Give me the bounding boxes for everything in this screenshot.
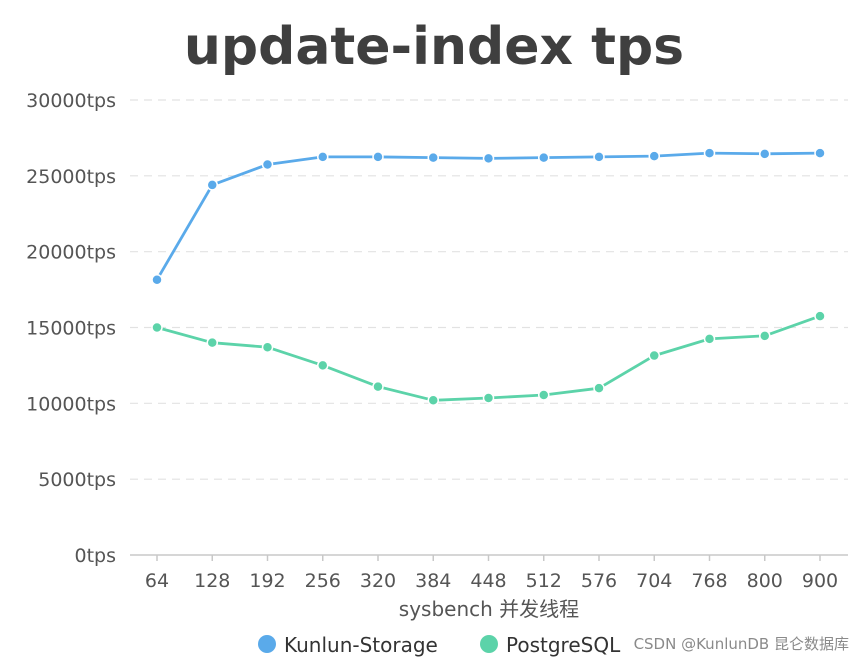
data-point xyxy=(427,151,439,164)
data-point xyxy=(427,394,439,407)
watermark: CSDN @KunlunDB 昆仑数据库 xyxy=(634,635,849,653)
x-tick-label: 576 xyxy=(581,570,617,592)
axes xyxy=(130,554,848,561)
data-point xyxy=(261,158,274,171)
x-tick-label: 128 xyxy=(194,570,230,592)
x-tick-label: 512 xyxy=(526,570,562,592)
legend-marker xyxy=(258,635,276,653)
x-tick-label: 64 xyxy=(145,570,169,592)
y-tick-label: 5000tps xyxy=(38,469,116,491)
legend-label: Kunlun-Storage xyxy=(284,633,438,657)
x-tick-label: 768 xyxy=(691,570,727,592)
x-tick-label: 256 xyxy=(305,570,341,592)
data-point xyxy=(814,147,826,159)
y-tick-label: 20000tps xyxy=(26,242,116,264)
legend-marker xyxy=(480,635,498,653)
x-tick-label: 800 xyxy=(747,570,783,592)
data-point xyxy=(206,336,218,349)
x-tick-label: 192 xyxy=(249,570,285,592)
data-point xyxy=(317,359,329,372)
data-point xyxy=(151,321,163,334)
x-tick-label: 704 xyxy=(636,570,672,592)
y-tick-label: 10000tps xyxy=(26,393,116,415)
data-point xyxy=(593,382,605,394)
chart-title: update-index tps xyxy=(184,17,684,77)
x-tick-label: 320 xyxy=(360,570,396,592)
data-point xyxy=(538,389,550,401)
data-point xyxy=(482,392,495,404)
y-tick-label: 15000tps xyxy=(26,318,116,340)
data-point xyxy=(317,151,329,163)
y-tick-label: 30000tps xyxy=(26,90,116,112)
data-point xyxy=(261,341,274,353)
y-tick-label: 25000tps xyxy=(26,166,116,188)
series-points xyxy=(151,147,826,407)
y-tick-label: 0tps xyxy=(75,545,117,567)
data-point xyxy=(206,179,218,191)
data-point xyxy=(538,151,550,164)
x-axis-label: sysbench 并发线程 xyxy=(399,597,579,621)
data-point xyxy=(703,333,716,345)
data-point xyxy=(759,148,771,160)
legend: Kunlun-Storage PostgreSQL xyxy=(258,633,621,657)
data-point xyxy=(593,151,605,163)
data-point xyxy=(648,349,660,362)
legend-label: PostgreSQL xyxy=(506,633,621,657)
x-tick-label: 900 xyxy=(802,570,838,592)
data-point xyxy=(482,152,495,165)
series-line-0 xyxy=(155,151,822,282)
series-lines xyxy=(155,151,822,402)
y-axis-ticks: 0tps 5000tps 10000tps 15000tps 20000tps 25000… xyxy=(26,90,116,567)
data-point xyxy=(372,380,384,393)
data-point xyxy=(648,150,660,162)
series-line-1 xyxy=(155,314,822,402)
data-point xyxy=(372,151,384,163)
data-point xyxy=(814,310,826,322)
grid-lines xyxy=(130,99,848,480)
x-tick-label: 384 xyxy=(415,570,451,592)
data-point xyxy=(759,330,771,342)
data-point xyxy=(151,273,163,286)
data-point xyxy=(703,147,716,159)
x-axis-ticks: 64 128 192 256 320 384 448 512 576 704 768 800 900 xyxy=(145,570,838,592)
x-tick-label: 448 xyxy=(470,570,506,592)
